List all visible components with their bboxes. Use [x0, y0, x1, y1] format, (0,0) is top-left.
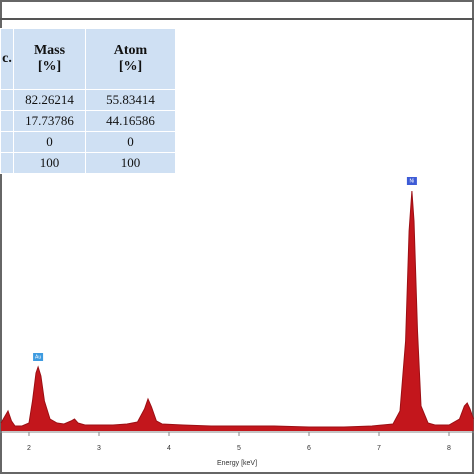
- header-cell: c.: [0, 28, 14, 90]
- cell: 17.73786: [13, 110, 86, 132]
- x-tick-label: 5: [237, 445, 241, 452]
- cell: 0: [13, 131, 86, 153]
- cell: 0: [85, 131, 176, 153]
- x-tick-label: 8: [447, 445, 451, 452]
- x-tick-label: 2: [27, 445, 31, 452]
- spectrum-line: [0, 190, 474, 428]
- cell: 100: [13, 152, 86, 174]
- cell: 55.83414: [85, 89, 176, 111]
- x-tick-label: 3: [97, 445, 101, 452]
- header-cell: Atom [%]: [85, 28, 176, 90]
- x-axis-label: Energy [keV]: [217, 460, 257, 467]
- x-tick-label: 4: [167, 445, 171, 452]
- composition-table: c. Mass [%] Atom [%] 82.26214 55.83414 17…: [0, 28, 176, 174]
- peak-label: Au: [35, 354, 41, 360]
- cell: 44.16586: [85, 110, 176, 132]
- cell: 82.26214: [13, 89, 86, 111]
- x-tick-label: 6: [307, 445, 311, 452]
- header-cell: Mass [%]: [13, 28, 86, 90]
- peak-label: Ni: [410, 178, 415, 184]
- spectrum-area: [1, 191, 474, 431]
- x-tick-label: 7: [377, 445, 381, 452]
- peak-label-box: [406, 177, 417, 185]
- peak-label-box: [33, 353, 44, 361]
- cell: 100: [85, 152, 176, 174]
